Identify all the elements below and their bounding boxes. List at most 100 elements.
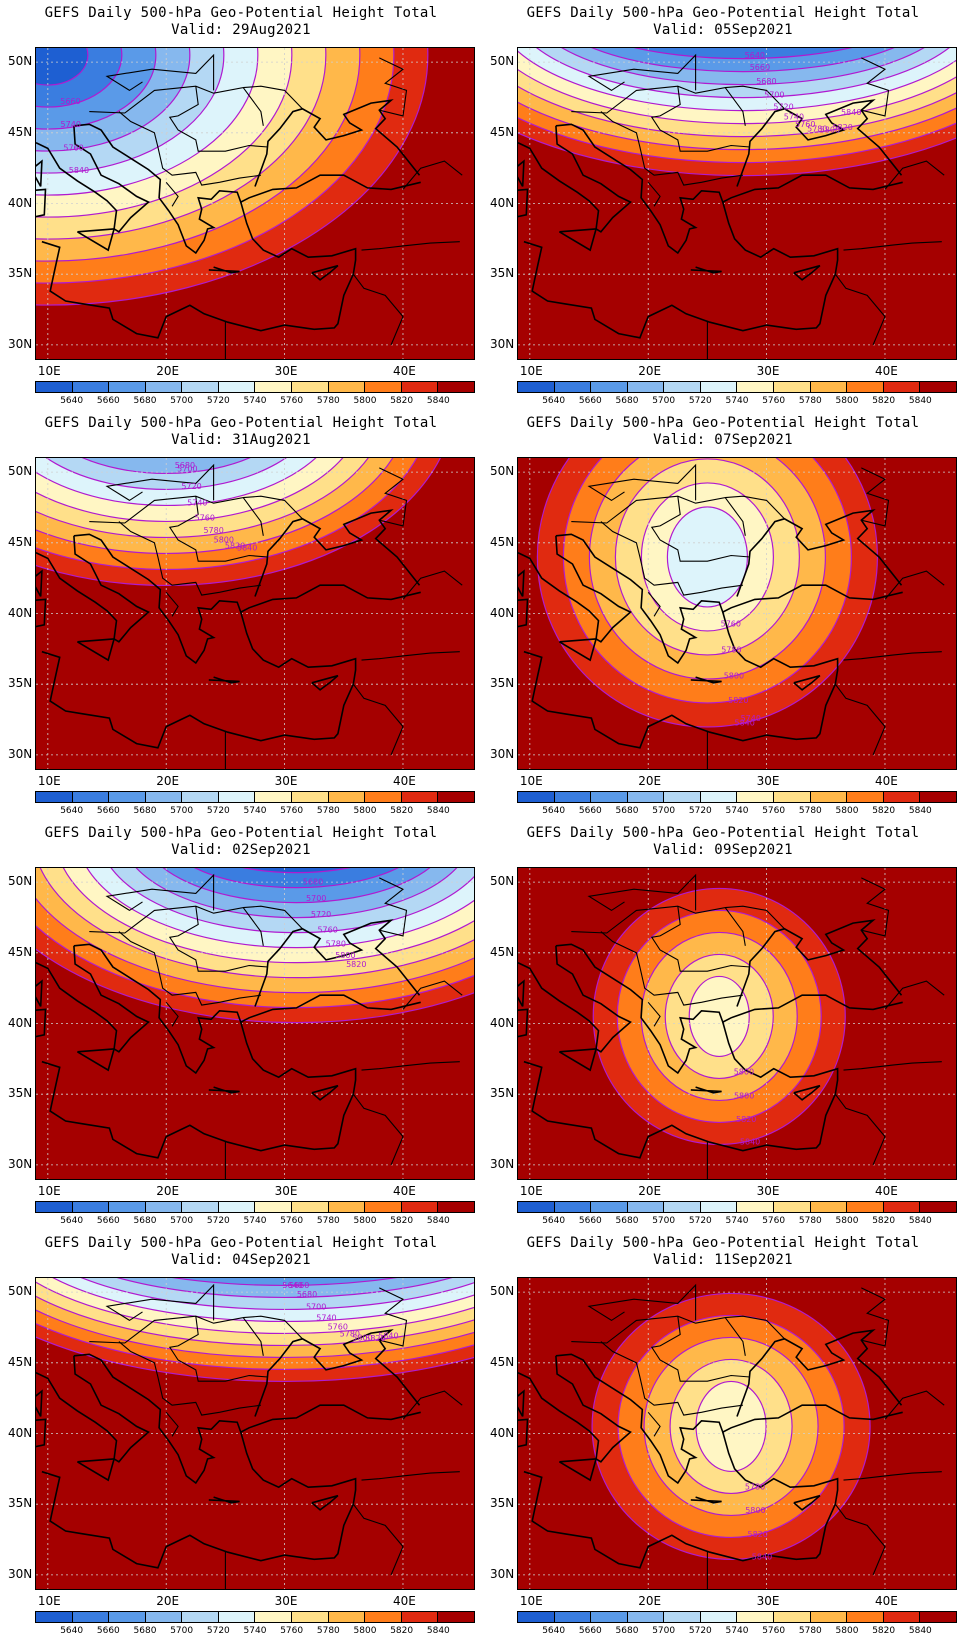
country-border xyxy=(843,241,942,251)
contour-field: 5780 5800 5820 5840 xyxy=(518,1278,956,1589)
colorbar-label: 5660 xyxy=(578,1216,602,1226)
colorbar-swatch xyxy=(664,1202,701,1212)
colorbar-label: 5660 xyxy=(578,396,602,406)
coastline xyxy=(558,638,598,662)
lon-tick-label: 40E xyxy=(392,1594,416,1608)
colorbar-swatch xyxy=(36,1612,73,1622)
colorbar-label: 5760 xyxy=(762,1626,786,1636)
geopotential-height-map: 5640 5660 5680 5700 5740 5760 5780 5800 5820 5840 xyxy=(35,1277,475,1590)
colorbar-label: 5680 xyxy=(133,1626,157,1636)
lon-tick-label: 30E xyxy=(756,364,780,378)
colorbar-swatch xyxy=(438,1612,474,1622)
country-border xyxy=(587,463,697,502)
coastline xyxy=(36,945,150,1053)
colorbar-swatch xyxy=(737,382,775,392)
panel-valid-date: Valid: 04Sep2021 xyxy=(171,1252,311,1268)
colorbar-swatch xyxy=(182,1202,219,1212)
colorbar-swatch xyxy=(36,792,73,802)
colorbar-swatch xyxy=(700,792,738,802)
colorbar-swatch xyxy=(328,792,366,802)
colorbar-swatch xyxy=(774,1612,811,1622)
colorbar-swatch xyxy=(72,382,110,392)
contour-label: 5660 xyxy=(289,1281,309,1290)
panel-valid-date: Valid: 11Sep2021 xyxy=(653,1252,793,1268)
coastline xyxy=(793,674,821,691)
panel-valid-date: Valid: 07Sep2021 xyxy=(653,432,793,448)
coastline xyxy=(736,509,903,597)
geopotential-height-map: 5780 5800 5820 5840 xyxy=(517,1277,957,1590)
contour-line xyxy=(36,48,259,196)
lon-tick-label: 20E xyxy=(638,364,662,378)
colorbar-swatch xyxy=(518,1202,555,1212)
country-border xyxy=(105,53,215,92)
colorbar-swatch xyxy=(883,382,921,392)
coastline xyxy=(36,598,47,628)
country-border xyxy=(243,85,303,110)
colorbar-label: 5640 xyxy=(60,1626,84,1636)
contour-line xyxy=(616,909,822,1124)
colorbar-swatch xyxy=(255,792,293,802)
colorbar-swatch xyxy=(774,792,811,802)
country-border xyxy=(118,521,261,596)
contour-line xyxy=(688,975,750,1058)
contour-line xyxy=(36,458,441,586)
lat-tick-label: 35N xyxy=(8,1496,33,1511)
coastline xyxy=(208,266,240,274)
colorbar-label: 5700 xyxy=(652,1216,676,1226)
lat-tick-label: 45N xyxy=(490,534,515,549)
contour-line xyxy=(116,1278,453,1299)
colorbar-label: 5840 xyxy=(908,1216,932,1226)
colorbar-label: 5800 xyxy=(353,1216,377,1226)
panel-valid-date: Valid: 31Aug2021 xyxy=(171,432,311,448)
colorbar-swatch xyxy=(737,1202,775,1212)
map-panel: GEFS Daily 500-hPa Geo-Potential Height … xyxy=(0,0,482,410)
colorbar-label: 5740 xyxy=(243,396,267,406)
contour-line xyxy=(162,868,431,904)
coastline xyxy=(73,533,421,665)
colorbar-label: 5660 xyxy=(96,1216,120,1226)
contour-label: 5680 xyxy=(756,77,776,86)
colorbar-swatch xyxy=(591,792,628,802)
colorbar-swatch xyxy=(255,1202,293,1212)
contour-line xyxy=(52,1278,474,1323)
coastline xyxy=(518,125,632,233)
geopotential-height-map: 5660 5740 5760 5840 xyxy=(35,47,475,360)
contour-label: 5840 xyxy=(378,1331,398,1340)
contour-label: 5720 xyxy=(311,910,331,919)
colorbar-label: 5780 xyxy=(798,1216,822,1226)
coastline xyxy=(736,99,903,187)
colorbar-label: 5760 xyxy=(762,1216,786,1226)
geopotential-height-map: 5680 5700 5720 5760 5780 5800 5820 xyxy=(35,867,475,1180)
lat-tick-label: 40N xyxy=(490,1015,515,1030)
coastline xyxy=(254,509,421,597)
country-border xyxy=(834,683,886,756)
lon-tick-label: 30E xyxy=(274,364,298,378)
map-panel: GEFS Daily 500-hPa Geo-Potential Height … xyxy=(482,820,964,1230)
lon-tick-label: 10E xyxy=(37,1594,61,1608)
colorbar-swatch xyxy=(292,1612,329,1622)
coastline xyxy=(76,228,116,252)
coastline xyxy=(41,611,357,749)
country-border xyxy=(243,1315,303,1340)
colorbar-label: 5840 xyxy=(426,1216,450,1226)
height-band xyxy=(195,868,398,888)
country-border xyxy=(168,496,269,562)
colorbar-swatch xyxy=(365,792,402,802)
lon-tick-label: 20E xyxy=(638,1594,662,1608)
colorbar-label: 5820 xyxy=(872,1626,896,1636)
colorbar-swatch xyxy=(401,1612,439,1622)
colorbar-swatch xyxy=(700,382,738,392)
contour-line xyxy=(36,948,474,1024)
country-border xyxy=(834,1093,886,1166)
colorbar-swatch xyxy=(554,1612,592,1622)
coastline xyxy=(41,201,357,339)
colorbar-swatch xyxy=(847,1202,884,1212)
country-border xyxy=(402,160,463,190)
colorbar-label: 5820 xyxy=(872,1216,896,1226)
country-border xyxy=(843,651,942,661)
contour-label: 5780 xyxy=(326,940,346,949)
country-border xyxy=(168,86,269,152)
colorbar-label: 5660 xyxy=(96,806,120,816)
colorbar-swatch xyxy=(438,792,474,802)
colorbar-swatch xyxy=(847,1612,884,1622)
